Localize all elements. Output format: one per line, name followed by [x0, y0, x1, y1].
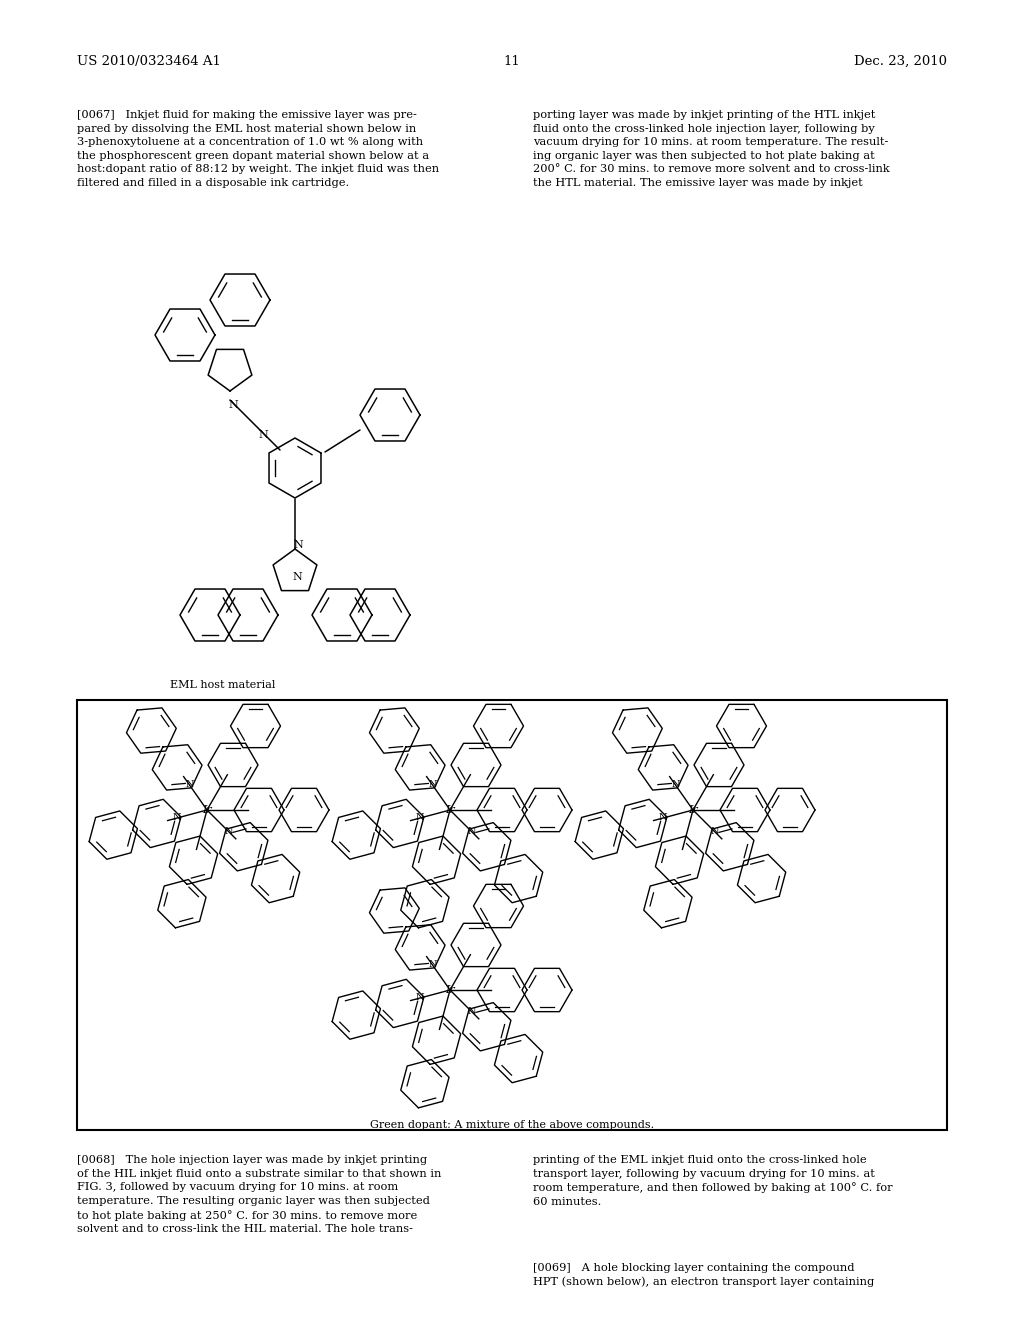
Text: N: N — [258, 430, 268, 440]
Text: Ir: Ir — [445, 805, 455, 814]
Text: US 2010/0323464 A1: US 2010/0323464 A1 — [77, 55, 221, 69]
Text: N: N — [292, 572, 302, 582]
Text: printing of the EML inkjet fluid onto the cross-linked hole
transport layer, fol: printing of the EML inkjet fluid onto th… — [534, 1155, 893, 1206]
Text: N: N — [671, 780, 680, 789]
Text: N: N — [185, 780, 194, 789]
Text: N: N — [428, 780, 436, 789]
Text: Ir: Ir — [688, 805, 698, 814]
Text: Dec. 23, 2010: Dec. 23, 2010 — [854, 55, 947, 69]
Text: N: N — [416, 813, 425, 822]
Text: porting layer was made by inkjet printing of the HTL inkjet
fluid onto the cross: porting layer was made by inkjet printin… — [534, 110, 890, 187]
Text: N: N — [224, 828, 233, 837]
Text: N: N — [416, 994, 425, 1002]
Text: [0067]   Inkjet fluid for making the emissive layer was pre-
pared by dissolving: [0067] Inkjet fluid for making the emiss… — [77, 110, 439, 187]
Text: N: N — [228, 400, 238, 411]
Text: EML host material: EML host material — [170, 680, 275, 690]
Text: N: N — [659, 813, 668, 822]
Text: N: N — [711, 828, 719, 837]
Text: N: N — [173, 813, 181, 822]
Text: N: N — [428, 961, 436, 969]
Text: [0068]   The hole injection layer was made by inkjet printing
of the HIL inkjet : [0068] The hole injection layer was made… — [77, 1155, 441, 1234]
Text: Ir: Ir — [445, 985, 455, 995]
Text: N: N — [468, 1007, 476, 1016]
Text: Ir: Ir — [202, 805, 212, 814]
Text: N: N — [293, 540, 303, 550]
Bar — [77, 700, 947, 1130]
Text: Green dopant: A mixture of the above compounds.: Green dopant: A mixture of the above com… — [370, 1119, 654, 1130]
Text: N: N — [468, 828, 476, 837]
Text: 11: 11 — [504, 55, 520, 69]
Text: [0069]   A hole blocking layer containing the compound
HPT (shown below), an ele: [0069] A hole blocking layer containing … — [534, 1263, 874, 1287]
